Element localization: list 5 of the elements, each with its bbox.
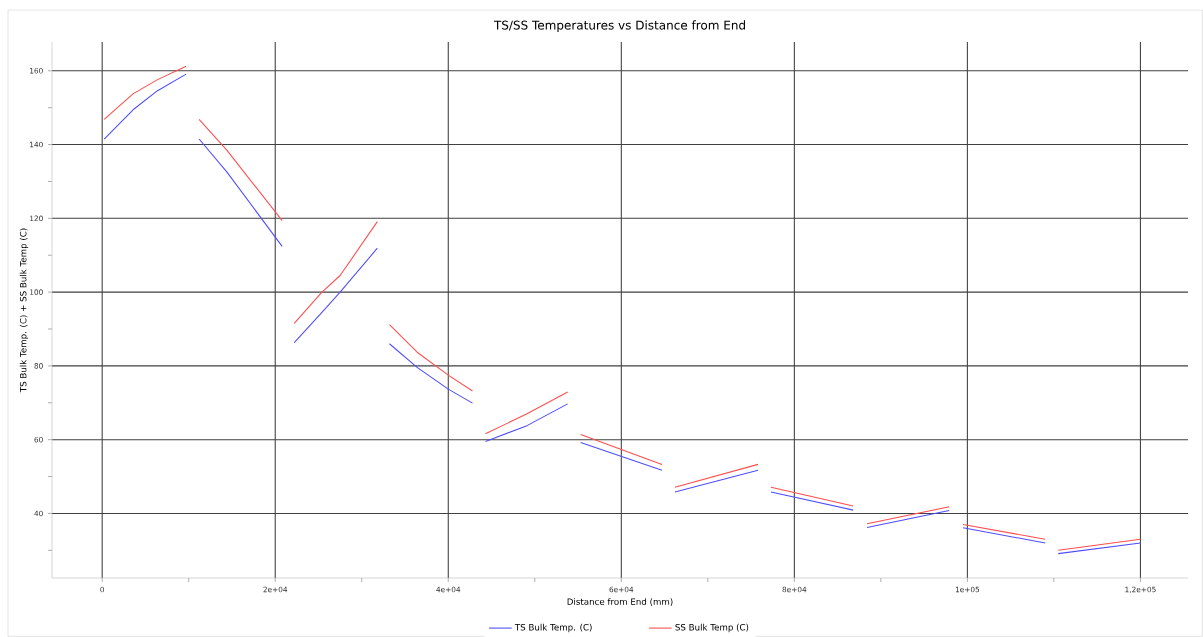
y-axis-title: TS Bulk Temp. (C) + SS Bulk Temp (C) [19,228,29,393]
chart-title: TS/SS Temperatures vs Distance from End [493,20,745,32]
legend-label: TS Bulk Temp. (C) [514,623,592,633]
legend-label: SS Bulk Temp (C) [675,623,749,633]
x-axis-title: Distance from End (mm) [567,598,673,606]
